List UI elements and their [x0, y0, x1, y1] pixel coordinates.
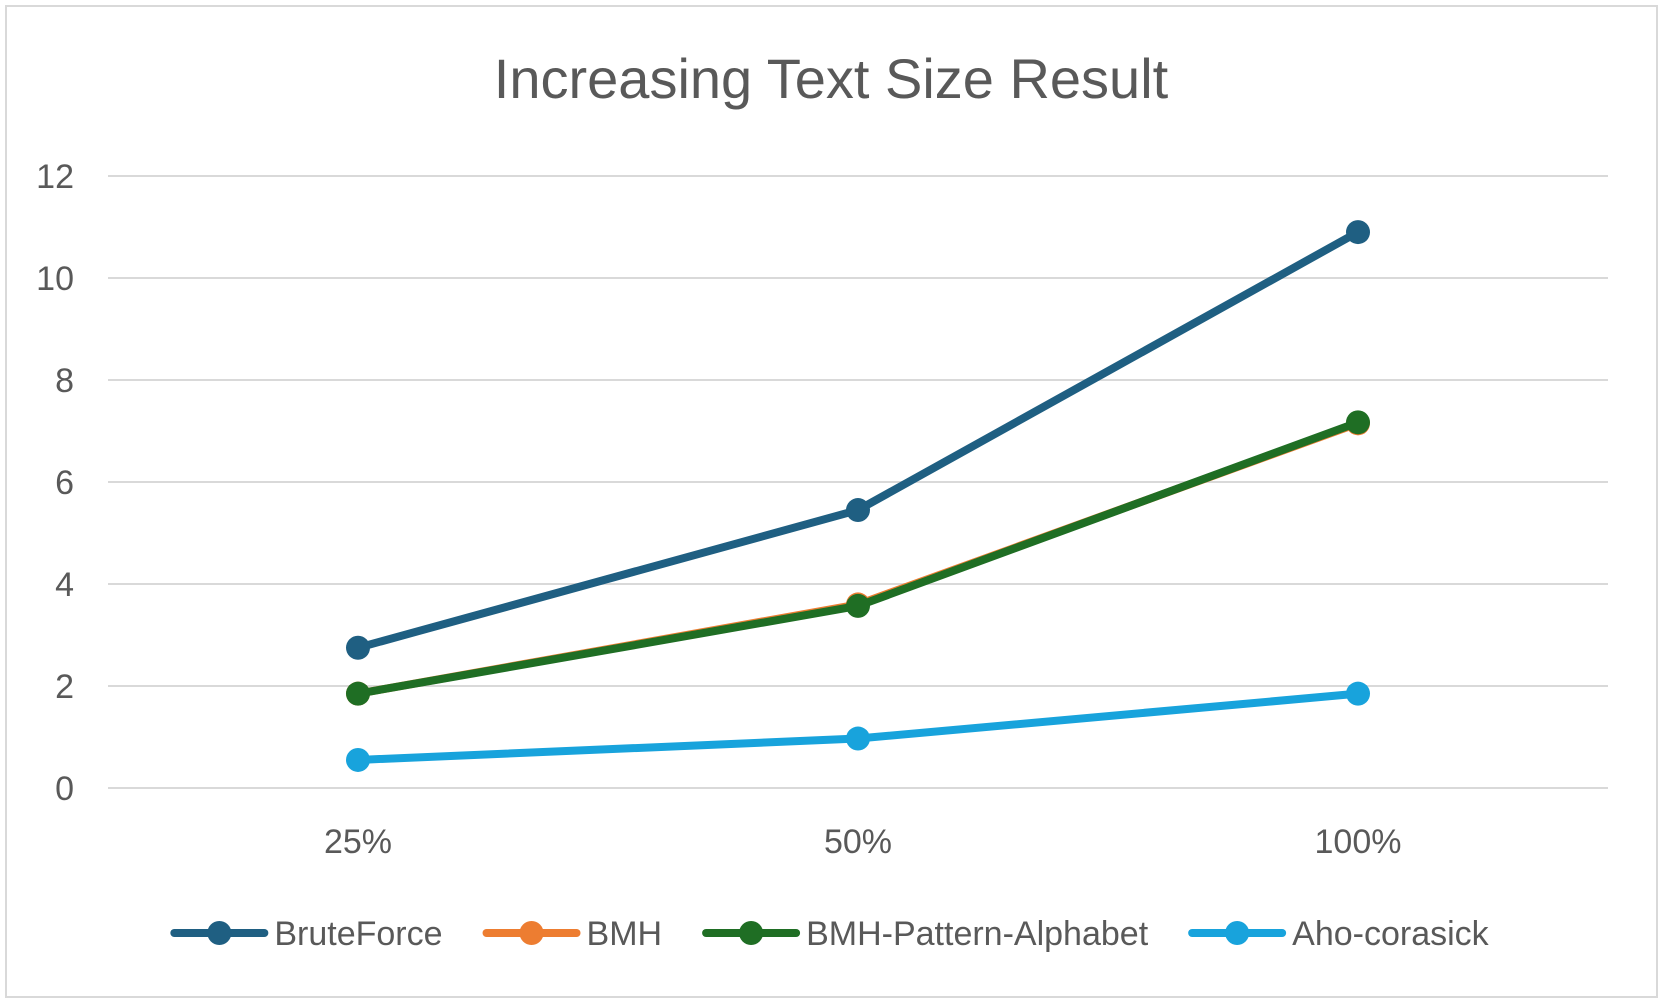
series-bmh-pattern-alphabet: [346, 410, 1370, 706]
series-aho-corasick: [346, 681, 1370, 772]
legend-label: BMH: [587, 915, 663, 953]
y-tick-label: 10: [36, 260, 74, 298]
data-point: [346, 681, 370, 706]
legend-label: Aho-corasick: [1292, 915, 1490, 953]
data-point: [846, 726, 870, 751]
y-tick-label: 12: [36, 158, 74, 196]
data-point: [1346, 220, 1370, 245]
data-point: [846, 593, 870, 618]
legend-item: BMH-Pattern-Alphabet: [702, 915, 1149, 953]
data-point: [346, 635, 370, 660]
legend-label: BMH-Pattern-Alphabet: [806, 915, 1149, 953]
legend-marker: [1225, 921, 1250, 945]
series-line: [354, 228, 1362, 652]
legend-item: Aho-corasick: [1188, 915, 1490, 953]
legend: BruteForce BMH BMH-Pattern-Alphabet Aho-cor…: [170, 915, 1490, 953]
chart-frame: [5, 5, 1658, 998]
legend-marker: [207, 921, 232, 945]
x-tick-label: 50%: [824, 823, 892, 861]
gridlines: [108, 175, 1608, 789]
legend-item: BMH: [482, 915, 663, 953]
series-line: [354, 419, 1362, 698]
chart-title: Increasing Text Size Result: [494, 47, 1169, 110]
x-tick-label: 100%: [1315, 823, 1402, 861]
y-tick-label: 2: [55, 668, 74, 706]
legend-item: BruteForce: [170, 915, 443, 953]
series-lines: [346, 220, 1370, 772]
data-point: [1346, 681, 1370, 706]
data-point: [346, 747, 370, 772]
x-tick-label: 25%: [324, 823, 392, 861]
y-tick-label: 8: [55, 362, 74, 400]
y-tick-label: 0: [55, 770, 74, 808]
legend-marker: [519, 921, 544, 945]
legend-marker: [739, 921, 764, 945]
series-bmh: [346, 411, 1370, 706]
data-point: [1346, 410, 1370, 435]
series-line: [354, 418, 1362, 698]
x-axis-ticks: 25% 50% 100%: [324, 823, 1402, 861]
legend-label: BruteForce: [274, 915, 442, 953]
y-tick-label: 6: [55, 464, 74, 502]
y-axis-ticks: 0 2 4 6 8 10 12: [36, 158, 74, 808]
series-bruteforce: [346, 220, 1370, 660]
data-point: [846, 498, 870, 523]
y-tick-label: 4: [55, 566, 74, 604]
